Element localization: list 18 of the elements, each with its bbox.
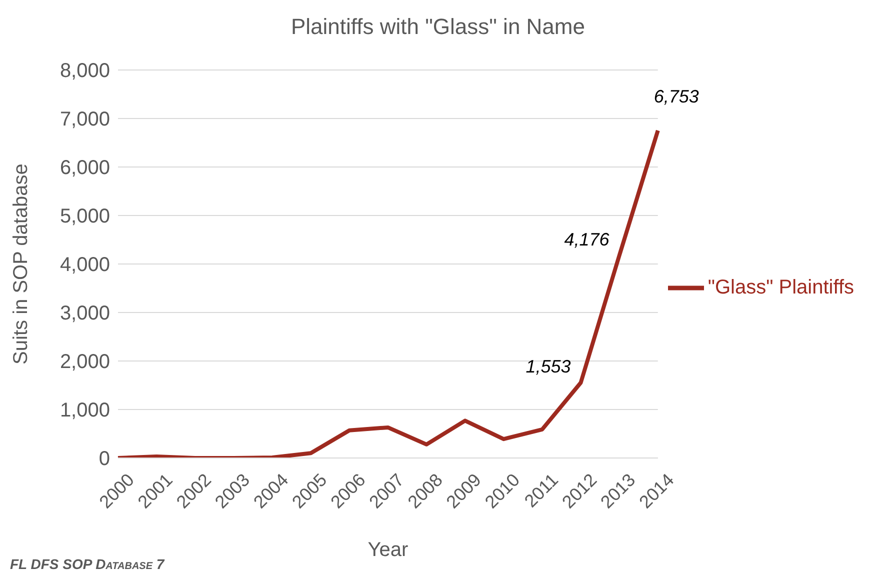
line-series: [116, 128, 660, 458]
y-tick-label: 0: [98, 448, 110, 470]
y-tick-label: 3,000: [60, 302, 110, 325]
y-axis-title: Suits in SOP database: [10, 164, 32, 364]
x-axis-title: Year: [368, 539, 408, 561]
data-label: 1,553: [526, 356, 571, 377]
chart-title: Plaintiffs with "Glass" in Name: [290, 14, 586, 40]
legend-label: "Glass" Plaintiffs: [708, 276, 854, 298]
y-tick-label: 1,000: [60, 400, 110, 422]
y-tick-label: 4,000: [60, 254, 110, 276]
y-tick-label: 5,000: [60, 206, 110, 228]
text: FL DFS SOP Database 7: [10, 556, 164, 572]
y-tick-label: 2,000: [60, 351, 110, 374]
y-tick-label: 8,000: [60, 60, 110, 82]
y-tick-label: 7,000: [60, 108, 110, 131]
data-label: 4,176: [564, 229, 610, 250]
data-label: 6,753: [654, 86, 699, 106]
y-tick-label: 6,000: [60, 157, 110, 180]
